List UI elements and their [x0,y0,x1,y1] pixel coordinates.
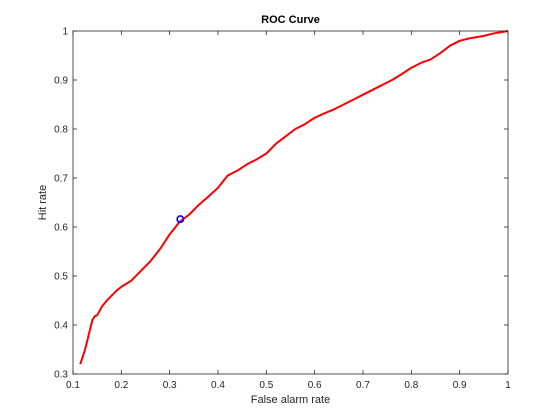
x-tick-label: 0.1 [66,380,80,391]
roc-curve-line [79,30,509,365]
x-tick-label: 0.9 [453,380,467,391]
y-tick-label: 0.9 [54,76,68,87]
x-tick-label: 0.8 [404,380,418,391]
x-tick-label: 1 [505,380,511,391]
x-tick-label: 0.4 [211,380,225,391]
series-layer [79,30,509,365]
tick-labels: 0.1 0.2 0.3 0.4 0.5 0.6 0.7 0.8 0.9 1 0.3 0.4 0.5 0.6… [54,27,511,392]
y-tick-label: 0.5 [54,272,68,283]
chart-title: ROC Curve [261,14,320,26]
operating-point-marker [176,215,185,224]
x-tick-label: 0.3 [163,380,177,391]
x-axis-label: False alarm rate [251,394,330,406]
y-tick-label: 0.7 [54,174,68,185]
x-tick-label: 0.2 [114,380,128,391]
x-tick-label: 0.7 [356,380,370,391]
y-tick-label: 0.4 [54,321,68,332]
y-tick-label: 0.8 [54,125,68,136]
plot-area [73,31,508,374]
x-tick-label: 0.6 [308,380,322,391]
plot-frame [72,30,509,375]
y-tick-label: 0.6 [54,223,68,234]
y-tick-label: 0.3 [54,370,68,381]
y-tick-label: 1 [62,27,68,38]
y-axis-label: Hit rate [37,185,49,220]
x-tick-label: 0.5 [259,380,273,391]
